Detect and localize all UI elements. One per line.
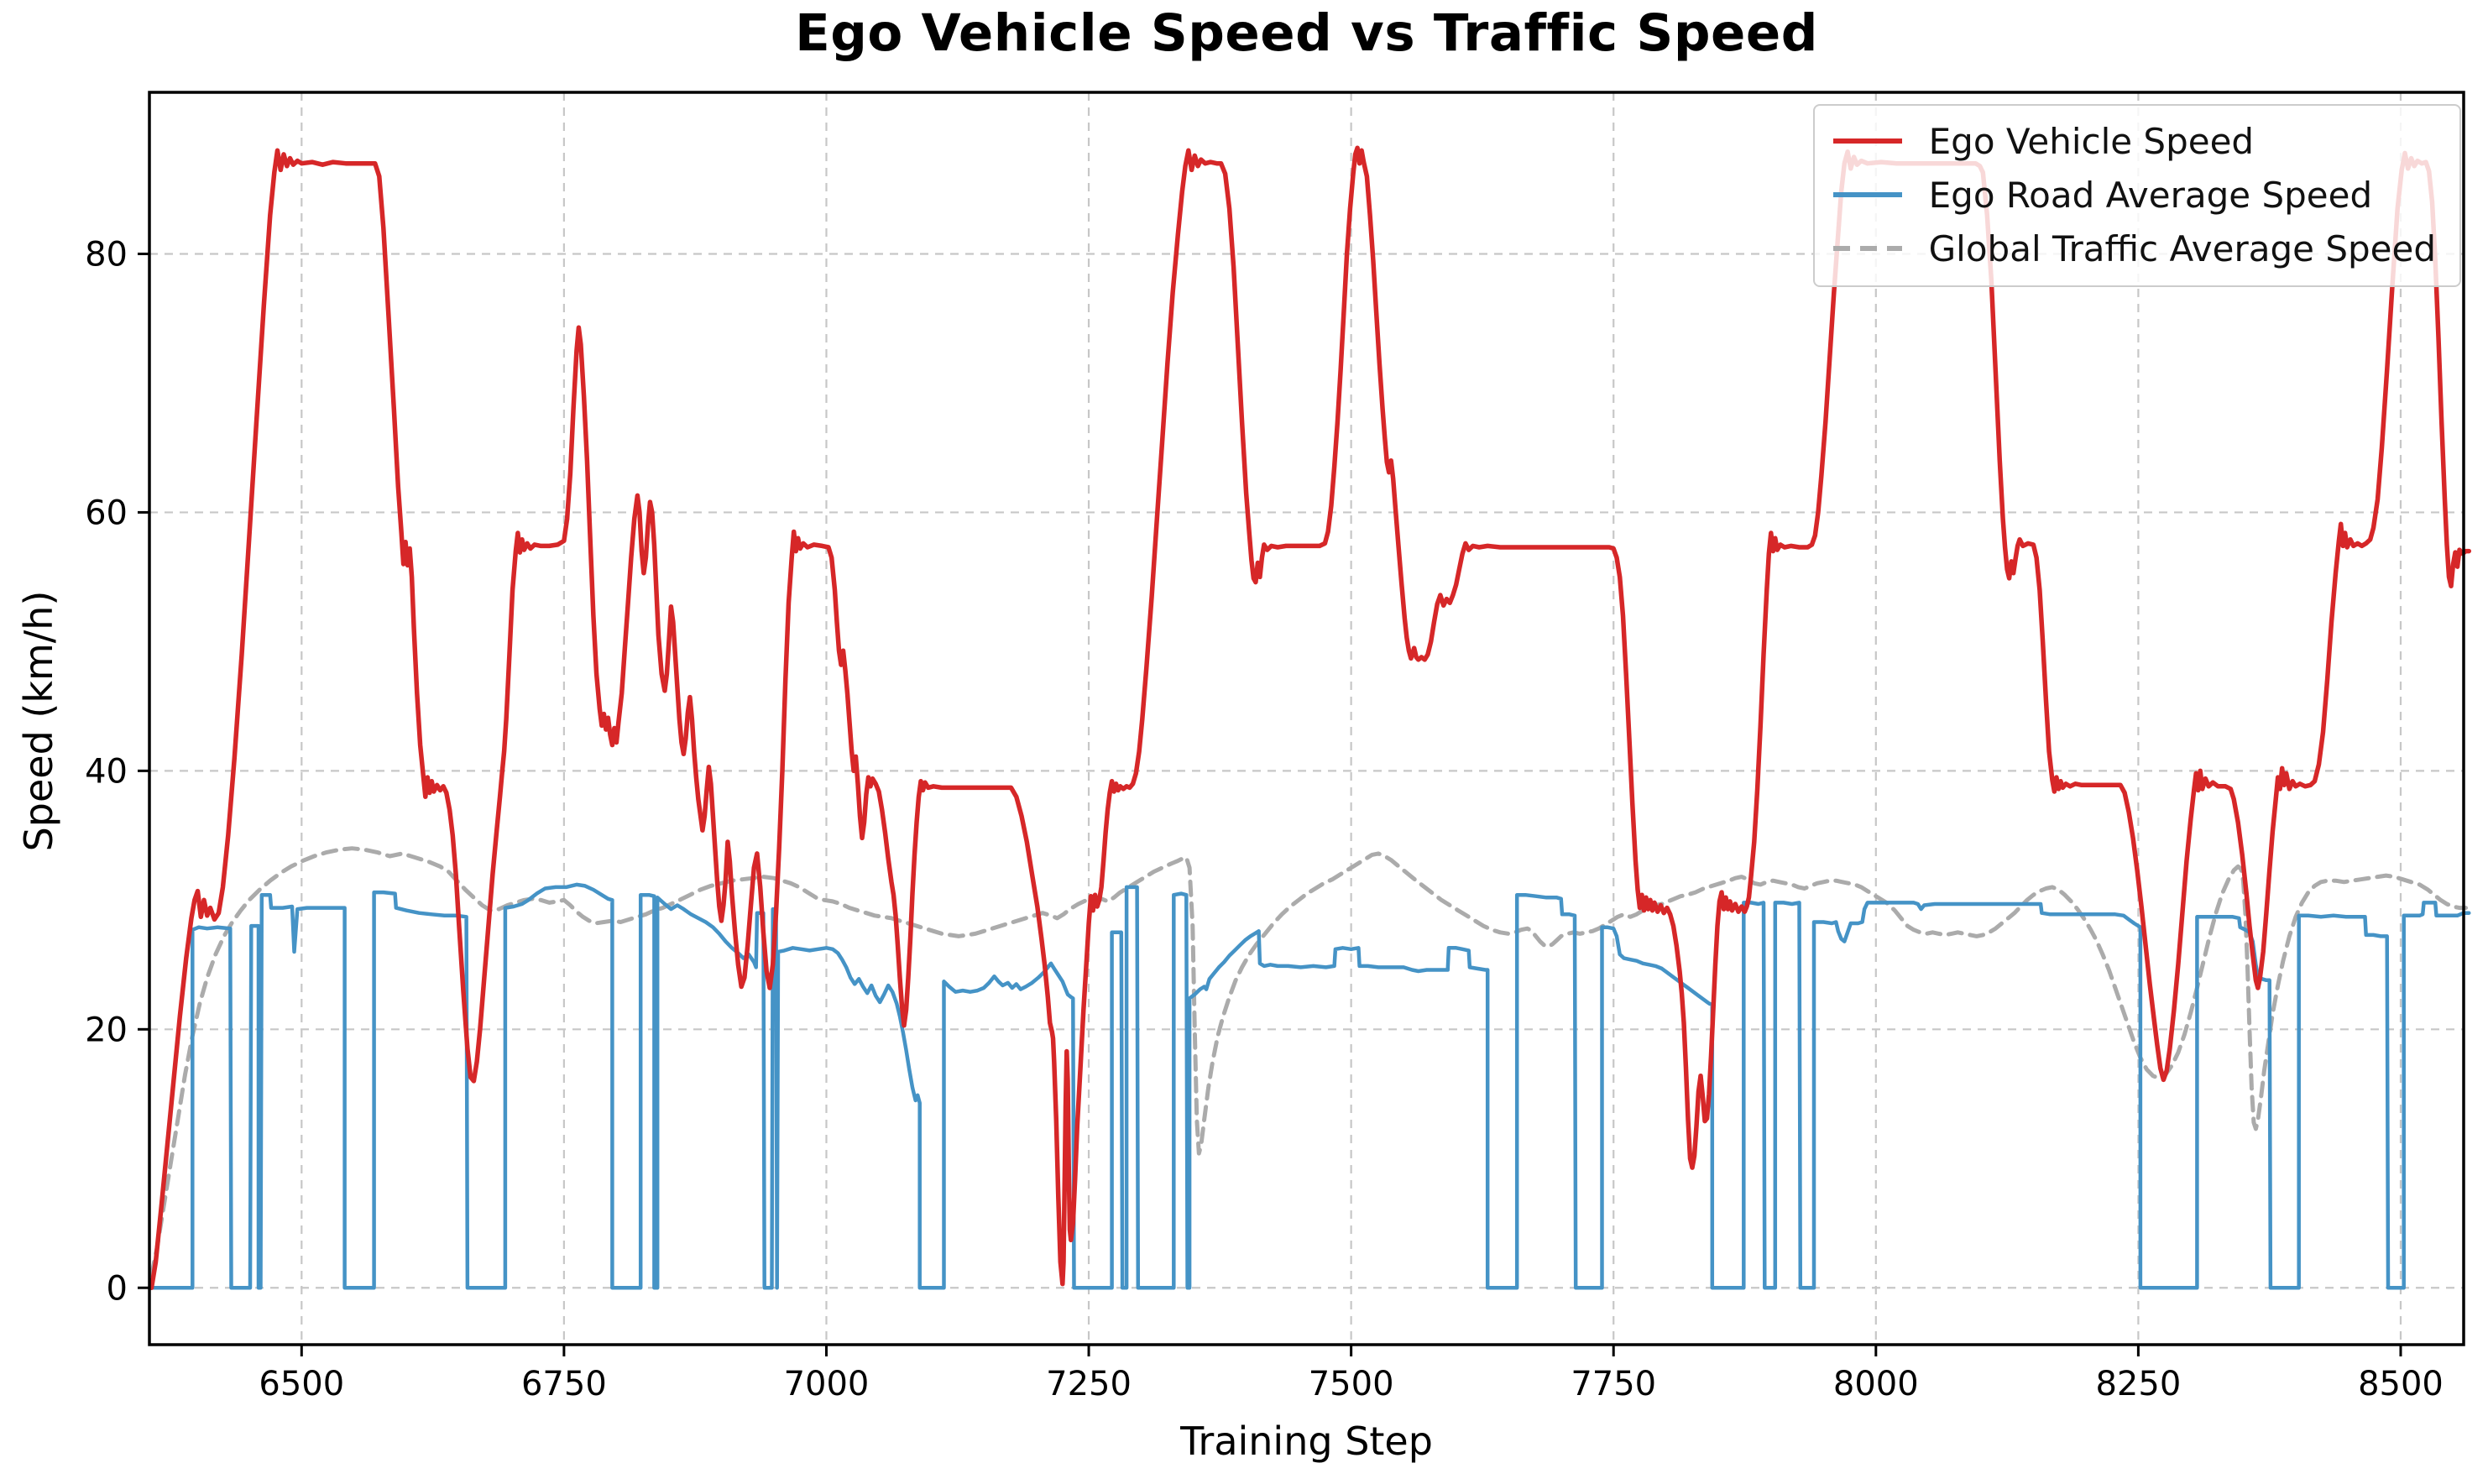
svg-text:0: 0 <box>107 1269 128 1308</box>
svg-text:20: 20 <box>85 1011 128 1049</box>
legend-item-ego-vehicle-speed: Ego Vehicle Speed <box>1832 118 2436 165</box>
svg-text:7750: 7750 <box>1571 1365 1656 1403</box>
svg-text:40: 40 <box>85 752 128 791</box>
legend-label: Global Traffic Average Speed <box>1928 227 2436 269</box>
svg-text:8000: 8000 <box>1833 1365 1919 1403</box>
legend: Ego Vehicle Speed Ego Road Average Speed… <box>1812 104 2461 287</box>
svg-text:7250: 7250 <box>1046 1365 1132 1403</box>
legend-line-swatch-blue <box>1832 192 1902 197</box>
legend-line-swatch-gray-dashed <box>1832 246 1902 251</box>
svg-text:60: 60 <box>85 494 128 532</box>
svg-text:8250: 8250 <box>2095 1365 2181 1403</box>
y-axis-label: Speed (km/h) <box>16 590 61 852</box>
legend-label: Ego Road Average Speed <box>1928 174 2373 216</box>
legend-item-ego-road-average-speed: Ego Road Average Speed <box>1832 171 2436 218</box>
legend-item-global-traffic-average-speed: Global Traffic Average Speed <box>1832 225 2436 272</box>
svg-text:8500: 8500 <box>2358 1365 2444 1403</box>
svg-text:80: 80 <box>85 235 128 274</box>
legend-label: Ego Vehicle Speed <box>1928 120 2255 162</box>
svg-text:6500: 6500 <box>259 1365 344 1403</box>
x-axis-label: Training Step <box>1180 1419 1433 1464</box>
legend-line-swatch-red <box>1832 138 1902 144</box>
svg-text:7000: 7000 <box>784 1365 870 1403</box>
chart-title: Ego Vehicle Speed vs Traffic Speed <box>795 3 1818 63</box>
svg-text:7500: 7500 <box>1309 1365 1394 1403</box>
svg-text:6750: 6750 <box>521 1365 607 1403</box>
